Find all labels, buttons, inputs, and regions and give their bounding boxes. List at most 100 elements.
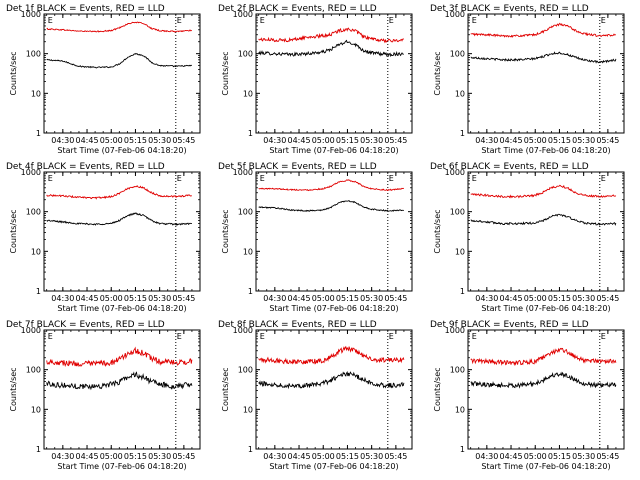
- x-tick-label: 05:45: [172, 452, 195, 461]
- x-tick-label: 05:30: [360, 294, 383, 303]
- y-tick-label: 1000: [233, 10, 253, 19]
- series-events-line: [470, 51, 617, 64]
- panel-title: Det 9f BLACK = Events, RED = LLD: [430, 320, 589, 330]
- y-tick-label: 1: [36, 445, 41, 454]
- series-events-line: [46, 52, 193, 69]
- x-tick-label: 04:45: [500, 294, 523, 303]
- panel-title: Det 1f BLACK = Events, RED = LLD: [6, 4, 165, 14]
- x-tick-label: 04:45: [76, 294, 99, 303]
- x-axis-label: Start Time (07-Feb-06 04:18:20): [57, 304, 186, 313]
- x-tick-label: 05:00: [524, 294, 547, 303]
- x-tick-label: 05:15: [336, 294, 359, 303]
- event-marker-label: E: [601, 16, 606, 25]
- x-tick-label: 05:15: [548, 294, 571, 303]
- event-marker-label: E: [389, 16, 394, 25]
- event-marker-label: E: [260, 332, 265, 341]
- panel-title: Det 8f BLACK = Events, RED = LLD: [218, 320, 377, 330]
- series-lld-line: [470, 347, 617, 367]
- x-tick-label: 05:00: [312, 452, 335, 461]
- y-tick-label: 10: [243, 89, 253, 98]
- y-tick-label: 100: [26, 50, 41, 59]
- x-tick-label: 05:00: [100, 136, 123, 145]
- event-marker-label: E: [472, 332, 477, 341]
- panel-title: Det 2f BLACK = Events, RED = LLD: [218, 4, 377, 14]
- series-events-line: [46, 212, 192, 226]
- y-tick-label: 1: [36, 129, 41, 138]
- x-axis-label: Start Time (07-Feb-06 04:18:20): [269, 462, 398, 471]
- x-tick-label: 04:45: [76, 136, 99, 145]
- panel-det-1: Det 1f BLACK = Events, RED = LLD 1 10 100 10…: [6, 4, 201, 155]
- event-marker-label: E: [472, 16, 477, 25]
- series-events-line: [258, 39, 405, 58]
- y-tick-label: 1: [248, 445, 253, 454]
- plot-frame: [467, 13, 625, 134]
- x-axis-label: Start Time (07-Feb-06 04:18:20): [269, 304, 398, 313]
- x-tick-label: 04:45: [288, 136, 311, 145]
- y-tick-label: 10: [243, 405, 253, 414]
- x-tick-label: 05:45: [172, 294, 195, 303]
- y-tick-label: 1000: [21, 10, 41, 19]
- plot-frame: [43, 13, 201, 134]
- y-tick-label: 1000: [233, 326, 253, 335]
- x-tick-label: 04:30: [51, 452, 74, 461]
- x-tick-label: 04:30: [263, 294, 286, 303]
- x-tick-label: 04:45: [288, 452, 311, 461]
- x-tick-label: 05:15: [548, 452, 571, 461]
- series-events-line: [258, 200, 405, 213]
- x-tick-label: 05:15: [124, 294, 147, 303]
- y-tick-label: 100: [450, 366, 465, 375]
- x-tick-label: 05:45: [596, 136, 619, 145]
- y-tick-label: 10: [31, 247, 41, 256]
- y-tick-label: 1: [460, 445, 465, 454]
- x-axis-label: Start Time (07-Feb-06 04:18:20): [57, 462, 186, 471]
- panel-title: Det 6f BLACK = Events, RED = LLD: [430, 162, 589, 172]
- y-tick-label: 100: [26, 366, 41, 375]
- panel-det-3: Det 3f BLACK = Events, RED = LLD 1 10 100 10…: [430, 4, 625, 155]
- x-tick-label: 05:15: [336, 452, 359, 461]
- series-lld-line: [258, 27, 405, 44]
- x-tick-label: 05:15: [548, 136, 571, 145]
- x-tick-label: 04:30: [263, 452, 286, 461]
- plot-frame: [467, 171, 625, 292]
- y-axis-label: Counts/sec: [433, 367, 442, 411]
- x-tick-label: 05:45: [384, 452, 407, 461]
- x-tick-label: 04:45: [76, 452, 99, 461]
- panel-det-2: Det 2f BLACK = Events, RED = LLD 1 10 100 10…: [218, 4, 413, 155]
- panel-det-9: Det 9f BLACK = Events, RED = LLD 1 10 100 10…: [430, 320, 625, 471]
- series-lld-line: [46, 185, 192, 200]
- event-marker-label: E: [472, 174, 477, 183]
- y-tick-label: 10: [31, 89, 41, 98]
- y-tick-label: 1: [460, 129, 465, 138]
- series-events-line: [258, 371, 405, 390]
- x-tick-label: 05:00: [100, 452, 123, 461]
- y-tick-label: 1: [36, 287, 41, 296]
- event-marker-label: E: [601, 332, 606, 341]
- x-tick-label: 05:00: [312, 294, 335, 303]
- x-tick-label: 05:30: [148, 294, 171, 303]
- y-tick-label: 1: [248, 129, 253, 138]
- panel-det-6: Det 6f BLACK = Events, RED = LLD 1 10 100 10…: [430, 162, 625, 313]
- x-axis-label: Start Time (07-Feb-06 04:18:20): [269, 146, 398, 155]
- event-marker-label: E: [260, 174, 265, 183]
- x-axis-label: Start Time (07-Feb-06 04:18:20): [481, 462, 610, 471]
- x-tick-label: 04:45: [288, 294, 311, 303]
- event-marker-label: E: [48, 332, 53, 341]
- event-marker-label: E: [260, 16, 265, 25]
- y-tick-label: 100: [450, 208, 465, 217]
- x-tick-label: 05:30: [572, 452, 595, 461]
- panel-det-4: Det 4f BLACK = Events, RED = LLD 1 10 100 10…: [6, 162, 201, 313]
- x-tick-label: 04:45: [500, 136, 523, 145]
- x-tick-label: 05:30: [360, 136, 383, 145]
- x-tick-label: 05:00: [524, 452, 547, 461]
- plot-frame: [255, 13, 413, 134]
- y-tick-label: 1000: [21, 326, 41, 335]
- x-tick-label: 05:15: [124, 452, 147, 461]
- event-marker-label: E: [389, 332, 394, 341]
- x-tick-label: 05:00: [524, 136, 547, 145]
- y-tick-label: 10: [455, 89, 465, 98]
- x-tick-label: 05:45: [596, 452, 619, 461]
- x-tick-label: 05:15: [124, 136, 147, 145]
- y-tick-label: 100: [238, 50, 253, 59]
- x-tick-label: 04:30: [475, 452, 498, 461]
- x-tick-label: 05:30: [148, 136, 171, 145]
